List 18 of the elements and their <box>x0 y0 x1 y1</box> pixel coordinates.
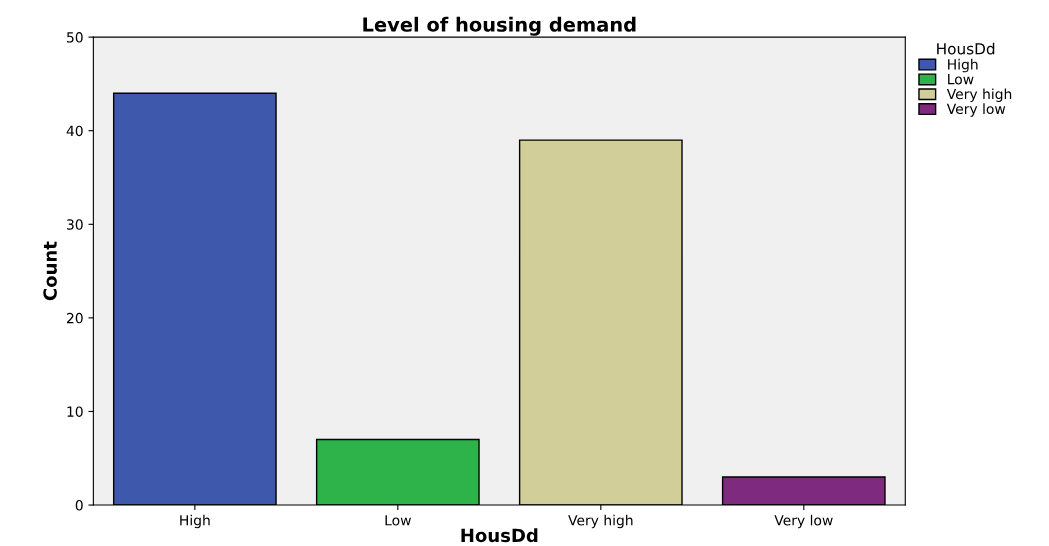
y-axis-title: Count <box>43 241 57 301</box>
y-tick-label: 10 <box>67 406 83 417</box>
y-tick-label: 0 <box>75 500 83 511</box>
y-tick-label: 50 <box>67 32 83 43</box>
legend-label: Low <box>948 74 974 85</box>
x-tick-label: Low <box>385 515 411 526</box>
x-tick-label: Very high <box>568 514 633 529</box>
y-tick-label: 40 <box>66 125 83 137</box>
y-tick-label: 30 <box>67 219 83 230</box>
x-tick-label: Very low <box>774 514 833 529</box>
x-axis-title: HousDd <box>461 528 538 543</box>
legend-label: Very high <box>946 88 1012 102</box>
legend-label: Very low <box>946 103 1006 117</box>
legend-title: HousDd <box>937 42 995 55</box>
y-tick-label: 20 <box>66 312 83 324</box>
x-tick-label: High <box>180 514 210 529</box>
chart-title: Level of housing demand <box>363 16 636 36</box>
legend-label: High <box>948 58 978 73</box>
